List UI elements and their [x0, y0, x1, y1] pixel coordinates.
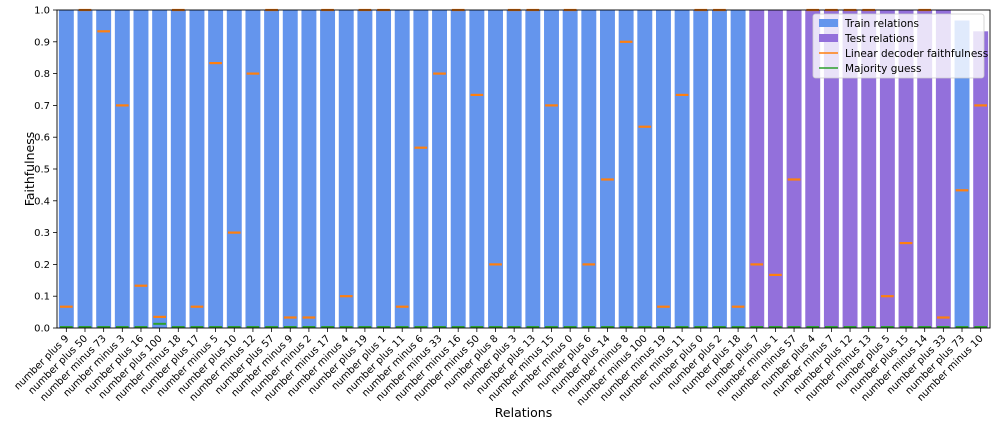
legend-label: Test relations: [844, 33, 915, 45]
bar-train: [376, 10, 392, 328]
bar-train: [450, 10, 466, 328]
bar-train: [525, 10, 541, 328]
bar-train: [301, 10, 317, 328]
bar-train: [133, 10, 149, 328]
bar-train: [77, 10, 93, 328]
bar-train: [581, 10, 597, 328]
bar-test: [861, 10, 877, 328]
bar-test: [767, 10, 783, 328]
bar-train: [226, 10, 242, 328]
legend: Train relations Test relations Linear deco…: [812, 13, 988, 79]
legend-swatch: [819, 19, 838, 27]
bar-train: [600, 10, 615, 328]
bar-train: [96, 10, 112, 328]
bar-test: [879, 10, 895, 328]
legend-label: Linear decoder faithfulness: [845, 48, 988, 60]
bar-train: [152, 10, 168, 328]
bar-test: [749, 10, 765, 328]
bar-train: [189, 10, 205, 328]
bar-train: [488, 10, 503, 328]
bars-layer: [58, 10, 989, 329]
legend-box: [812, 13, 985, 79]
bar-train: [282, 10, 298, 328]
bar-train: [413, 10, 429, 328]
y-tick-label: 0.7: [34, 101, 50, 112]
bar-train: [357, 10, 373, 328]
bar-train: [544, 10, 559, 328]
bar-train: [170, 10, 186, 328]
legend-label: Majority guess: [845, 63, 921, 75]
bar-test: [898, 10, 914, 328]
bar-train: [711, 10, 727, 328]
bar-train: [432, 10, 447, 328]
bar-train: [114, 10, 130, 328]
y-tick-label: 1.0: [34, 6, 50, 17]
bar-train: [58, 10, 74, 328]
y-tick-label: 0.8: [34, 69, 50, 80]
bar-train: [469, 10, 485, 328]
bar-train: [674, 10, 690, 328]
bar-train: [693, 10, 709, 328]
y-axis-title: Faithfulness: [22, 132, 37, 206]
bar-train: [618, 10, 634, 328]
y-tick-label: 0.0: [34, 324, 50, 335]
y-tick-label: 0.9: [34, 37, 50, 48]
bar-test: [935, 10, 951, 328]
x-axis-title: Relations: [495, 405, 552, 420]
bar-train: [730, 10, 746, 328]
bar-train: [264, 10, 280, 328]
bar-train: [562, 10, 578, 328]
y-tick-label: 0.5: [34, 165, 50, 176]
y-tick-label: 0.2: [34, 260, 50, 271]
bar-test: [786, 10, 802, 328]
bar-train: [208, 10, 224, 328]
bar-train: [394, 10, 410, 328]
y-axis: 0.0 0.1 0.2 0.3 0.4 0.5 0.6 0.7 0.8 0.9 1.0: [34, 6, 57, 335]
y-tick-label: 0.4: [34, 196, 50, 207]
bar-train: [506, 10, 522, 328]
bar-train: [245, 10, 261, 328]
bar-test: [842, 10, 858, 328]
bar-train: [320, 10, 336, 328]
bar-train: [338, 10, 354, 328]
bar-train: [655, 10, 671, 328]
bar-test: [917, 10, 933, 328]
bar-test: [823, 10, 839, 328]
y-tick-label: 0.6: [34, 133, 50, 144]
bar-train: [954, 20, 970, 329]
markers-layer: [59, 8, 988, 328]
bar-test: [805, 10, 821, 328]
legend-swatch: [819, 34, 838, 42]
y-tick-label: 0.1: [34, 292, 50, 303]
bar-train: [637, 10, 653, 328]
legend-label: Train relations: [844, 18, 919, 30]
y-tick-label: 0.3: [34, 228, 50, 239]
